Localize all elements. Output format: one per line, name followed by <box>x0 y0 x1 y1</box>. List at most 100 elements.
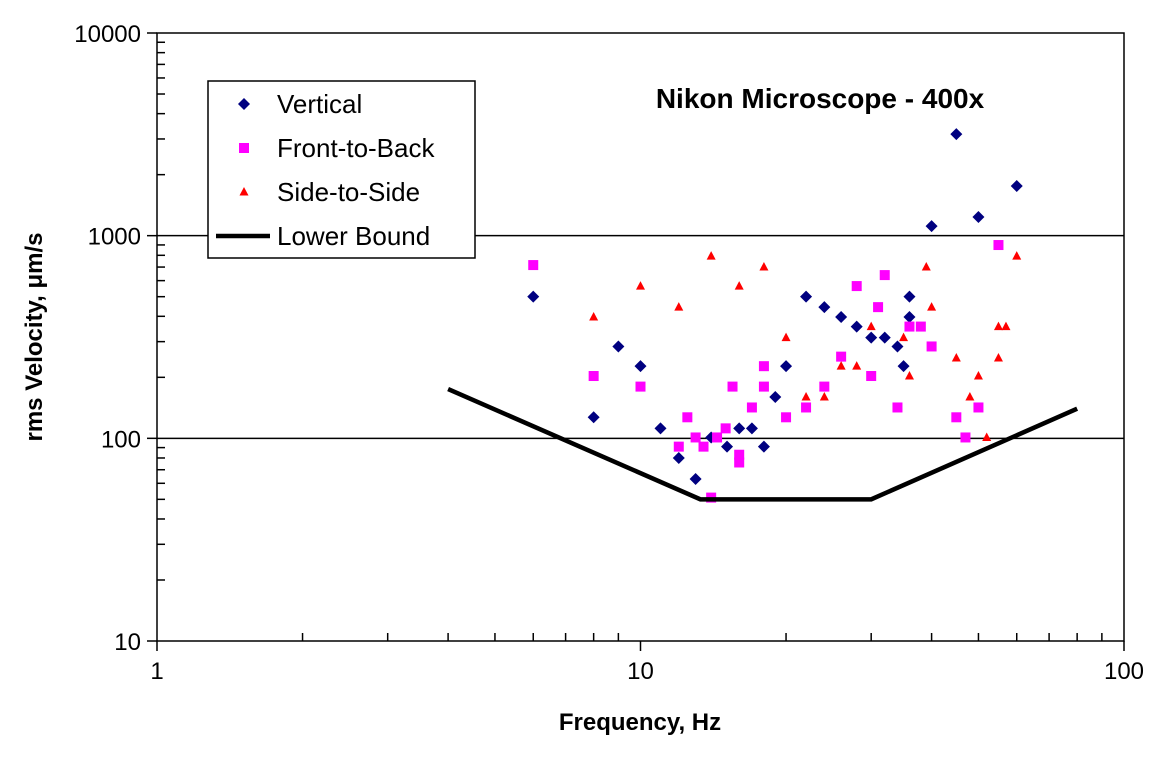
legend-box <box>207 80 476 259</box>
vertical-point <box>800 290 813 303</box>
vertical-point <box>925 220 938 233</box>
x-tick-label: 1 <box>150 658 163 685</box>
front-to-back-point <box>973 402 984 413</box>
front-to-back-point <box>528 260 539 271</box>
y-tick-label: 1000 <box>88 224 141 251</box>
lower-bound-line <box>447 387 1079 502</box>
series-side-to-side <box>589 251 1022 441</box>
legend-label: Front-to-Back <box>277 133 435 163</box>
side-to-side-point <box>819 391 829 401</box>
vertical-point <box>757 440 770 453</box>
legend-label: Lower Bound <box>277 221 430 251</box>
legend-label: Vertical <box>277 89 362 119</box>
front-to-back-point <box>866 371 877 382</box>
front-to-back-point <box>960 432 971 443</box>
front-to-back-point <box>727 381 738 392</box>
x-tick-label: 100 <box>1104 658 1144 685</box>
front-to-back-point <box>734 449 745 460</box>
front-to-back-point <box>588 371 599 382</box>
side-to-side-point <box>921 262 931 271</box>
legend-marker-vertical <box>238 98 250 110</box>
front-to-back-point <box>781 412 792 423</box>
vertical-point <box>587 411 600 424</box>
front-to-back-point <box>851 281 862 292</box>
front-to-back-point <box>892 402 903 413</box>
vertical-point <box>780 360 793 373</box>
front-to-back-point <box>758 381 769 392</box>
data-marks <box>447 128 1079 503</box>
front-to-back-point <box>720 423 731 434</box>
side-to-side-point <box>589 311 599 321</box>
front-to-back-point <box>801 402 812 413</box>
legend: Vertical Front-to-Back Side-to-Side Lower B… <box>207 80 476 259</box>
y-tick-labels: 10 100 1000 10000 <box>74 21 141 656</box>
vertical-point <box>769 390 782 403</box>
axis-ticks <box>147 32 1125 651</box>
side-to-side-point <box>801 391 811 401</box>
side-to-side-point <box>734 281 744 290</box>
front-to-back-point <box>758 361 769 372</box>
front-to-back-point <box>873 302 884 313</box>
front-to-back-point <box>690 432 701 443</box>
side-to-side-point <box>866 321 876 331</box>
front-to-back-point <box>698 441 709 452</box>
side-to-side-point <box>973 371 983 380</box>
front-to-back-point <box>746 402 757 413</box>
legend-marker-front-to-back <box>239 143 249 153</box>
vertical-point <box>950 128 963 141</box>
front-to-back-point <box>734 457 745 468</box>
vertical-point <box>897 360 910 373</box>
vertical-point <box>903 290 916 303</box>
front-to-back-point <box>904 321 915 332</box>
vertical-point <box>878 331 891 344</box>
front-to-back-point <box>993 240 1004 251</box>
vertical-point <box>891 340 904 353</box>
vertical-point <box>1010 180 1023 193</box>
vertical-point <box>865 331 878 344</box>
vertical-point <box>972 211 985 224</box>
side-to-side-point <box>836 361 846 370</box>
legend-item-front-to-back: Front-to-Back <box>239 133 435 163</box>
vertical-point <box>850 320 863 333</box>
x-tick-label: 10 <box>627 658 654 685</box>
vertical-point <box>903 310 916 323</box>
front-to-back-point <box>915 321 926 332</box>
x-axis-label: Frequency, Hz <box>559 709 721 736</box>
front-to-back-point <box>836 351 847 362</box>
legend-marker-side-to-side <box>239 187 249 196</box>
vertical-point <box>654 422 667 435</box>
front-to-back-point <box>951 412 962 423</box>
side-to-side-point <box>706 251 716 260</box>
side-to-side-point <box>674 302 684 311</box>
side-to-side-point <box>965 391 975 401</box>
vertical-point <box>612 340 625 353</box>
front-to-back-point <box>926 341 937 352</box>
series-vertical <box>527 128 1023 486</box>
side-to-side-point <box>899 332 909 342</box>
front-to-back-point <box>819 381 830 392</box>
legend-item-side-to-side: Side-to-Side <box>239 177 420 207</box>
series-front-to-back <box>528 240 1004 503</box>
side-to-side-point <box>781 332 791 342</box>
vertical-point <box>672 451 685 464</box>
front-to-back-point <box>673 441 684 452</box>
side-to-side-point <box>852 361 862 370</box>
y-axis-label: rms Velocity, μm/s <box>21 232 48 441</box>
y-tick-label: 10 <box>114 629 141 656</box>
side-to-side-point <box>1001 321 1011 331</box>
side-to-side-point <box>951 353 961 362</box>
legend-label: Side-to-Side <box>277 177 420 207</box>
front-to-back-point <box>682 412 693 423</box>
front-to-back-point <box>635 381 646 392</box>
vertical-point <box>733 422 746 435</box>
front-to-back-point <box>879 270 890 281</box>
side-to-side-point <box>636 281 645 290</box>
vertical-point <box>745 422 758 435</box>
side-to-side-point <box>904 371 914 380</box>
vertical-point <box>721 440 734 453</box>
vertical-point <box>634 360 647 373</box>
y-tick-label: 10000 <box>74 21 141 48</box>
side-to-side-point <box>759 262 769 271</box>
y-tick-label: 100 <box>101 426 141 453</box>
